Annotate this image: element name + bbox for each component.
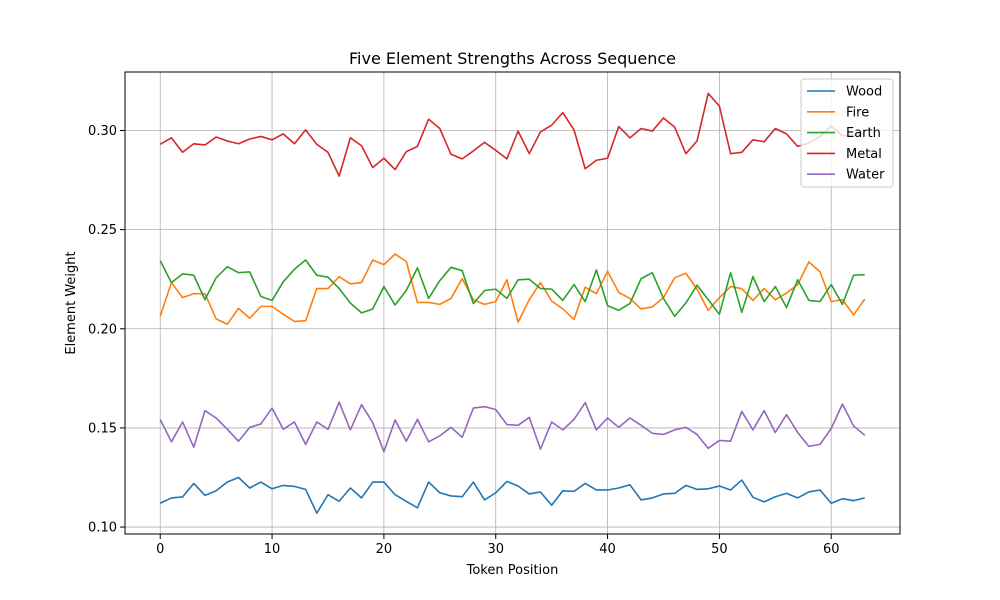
y-tick-label: 0.15 bbox=[88, 421, 117, 436]
chart-title: Five Element Strengths Across Sequence bbox=[349, 49, 676, 68]
series-line-metal bbox=[159, 92, 865, 177]
plot-frame bbox=[124, 71, 901, 535]
x-axis-label: Token Position bbox=[466, 563, 559, 578]
x-tick-label: 10 bbox=[264, 542, 281, 557]
x-tick-label: 30 bbox=[487, 542, 504, 557]
x-tick-label: 20 bbox=[376, 542, 393, 557]
y-axis-ticks: 0.10 0.15 0.20 0.25 0.30 bbox=[88, 124, 125, 536]
legend-label-water: Water bbox=[846, 168, 885, 183]
legend-label-metal: Metal bbox=[846, 147, 882, 162]
x-axis-ticks: 0 10 20 30 40 50 60 bbox=[156, 534, 839, 557]
series-line-earth bbox=[159, 259, 865, 318]
legend-label-fire: Fire bbox=[846, 105, 869, 120]
y-tick-label: 0.10 bbox=[88, 521, 117, 536]
legend-label-wood: Wood bbox=[846, 85, 882, 100]
x-tick-label: 40 bbox=[599, 542, 616, 557]
legend-label-earth: Earth bbox=[846, 126, 881, 141]
series-lines bbox=[159, 92, 866, 514]
series-line-wood bbox=[159, 476, 865, 514]
y-tick-label: 0.25 bbox=[88, 223, 117, 238]
x-tick-label: 50 bbox=[711, 542, 728, 557]
legend: Wood Fire Earth Metal Water bbox=[800, 78, 894, 188]
legend-box bbox=[800, 78, 894, 188]
vertical-gridlines bbox=[159, 72, 832, 534]
series-line-water bbox=[159, 401, 866, 453]
y-tick-label: 0.30 bbox=[88, 124, 117, 139]
x-tick-label: 0 bbox=[156, 542, 164, 557]
y-axis-label: Element Weight bbox=[64, 251, 79, 354]
horizontal-gridlines bbox=[125, 130, 900, 528]
y-tick-label: 0.20 bbox=[88, 322, 117, 337]
x-tick-label: 60 bbox=[823, 542, 840, 557]
